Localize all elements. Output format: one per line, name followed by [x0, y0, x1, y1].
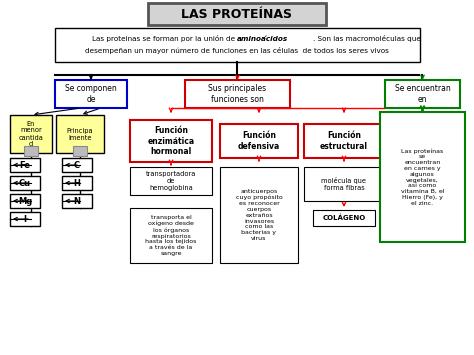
Bar	[304, 167, 384, 201]
Bar	[62, 194, 92, 208]
Bar	[10, 194, 40, 208]
Text: I: I	[24, 214, 27, 224]
Text: . Son las macromoléculas que: . Son las macromoléculas que	[313, 36, 421, 43]
Text: Función
enzimática
hormonal: Función enzimática hormonal	[147, 126, 194, 156]
Bar	[385, 80, 460, 108]
Bar	[24, 146, 38, 156]
Text: transportadora
de
hemoglobina: transportadora de hemoglobina	[146, 171, 196, 191]
Bar	[130, 120, 212, 162]
Bar	[130, 208, 212, 263]
Bar	[55, 28, 420, 62]
Text: Fe: Fe	[19, 160, 30, 169]
Bar	[73, 146, 87, 156]
Text: En
menor
cantida
d: En menor cantida d	[18, 120, 44, 147]
Bar	[304, 124, 384, 158]
Text: Se encuentran
en: Se encuentran en	[395, 84, 450, 104]
Text: Mg: Mg	[18, 197, 32, 206]
Bar	[62, 176, 92, 190]
Text: Sus principales
funciones son: Sus principales funciones son	[209, 84, 266, 104]
Text: COLÁGENO: COLÁGENO	[322, 215, 365, 221]
Bar	[10, 158, 40, 172]
Text: molécula que
forma fibras: molécula que forma fibras	[321, 177, 366, 191]
Text: H: H	[73, 179, 81, 187]
Bar	[185, 80, 290, 108]
Bar	[56, 115, 104, 153]
Bar	[10, 212, 40, 226]
Bar	[55, 80, 127, 108]
Text: Función
defensiva: Función defensiva	[238, 131, 280, 151]
Bar	[313, 210, 375, 226]
Bar	[10, 115, 52, 153]
Bar	[148, 3, 326, 25]
Bar	[220, 124, 298, 158]
Bar	[220, 167, 298, 263]
Text: Principa
lmente: Principa lmente	[67, 127, 93, 141]
Text: transporta el
oxígeno desde
los órganos
respiratorios
hasta los tejidos
a través: transporta el oxígeno desde los órganos …	[146, 215, 197, 256]
Text: desempeñan un mayor número de funciones en las células  de todos los seres vivos: desempeñan un mayor número de funciones …	[85, 48, 389, 55]
Text: anticuerpos
cuyo propósito
es reconocer
cuerpos
extraños
invasores
como las
bact: anticuerpos cuyo propósito es reconocer …	[236, 189, 283, 241]
Text: Las proteínas
se
encuentran
en carnes y
algunos
vegetales,
así como
vitamina B, : Las proteínas se encuentran en carnes y …	[401, 148, 444, 206]
Bar	[380, 112, 465, 242]
Text: C: C	[74, 160, 80, 169]
Bar	[130, 167, 212, 195]
Bar	[62, 158, 92, 172]
Text: N: N	[73, 197, 81, 206]
Bar	[10, 176, 40, 190]
Text: LAS PROTEÍNAS: LAS PROTEÍNAS	[182, 7, 292, 21]
Text: aminoácidos: aminoácidos	[237, 36, 288, 42]
Text: Las proteinas se forman por la unión de: Las proteinas se forman por la unión de	[91, 36, 237, 43]
Text: Se componen
de: Se componen de	[65, 84, 117, 104]
Text: Cu: Cu	[19, 179, 31, 187]
Text: Función
estructural: Función estructural	[320, 131, 368, 151]
